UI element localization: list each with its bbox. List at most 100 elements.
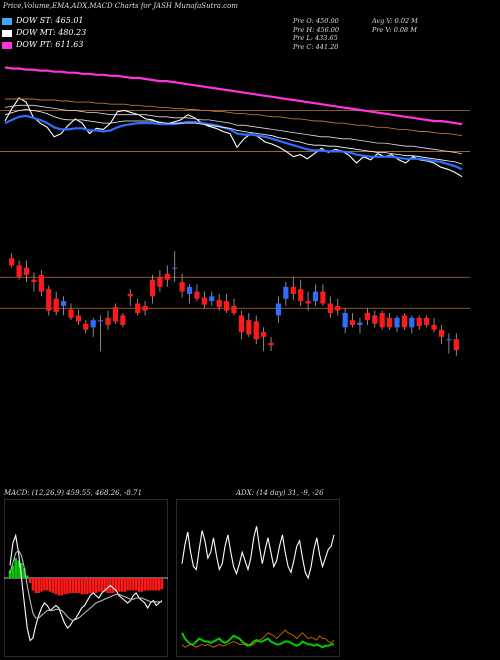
macd-histogram-bar xyxy=(48,578,52,592)
adx-plot xyxy=(181,526,335,649)
macd-histogram-bar xyxy=(143,578,147,591)
macd-histogram-bar xyxy=(97,578,101,592)
main-chart xyxy=(0,66,470,356)
candle-body xyxy=(372,315,378,324)
macd-histogram-bar xyxy=(103,578,106,592)
macd-histogram-bar xyxy=(106,578,109,593)
macd-histogram-bar xyxy=(66,578,69,595)
candle-body xyxy=(268,342,274,346)
stats-block: Pre O: 450.00 Pre H: 456.00 Pre L: 433.6… xyxy=(293,17,339,51)
macd-histogram-bar xyxy=(137,578,141,592)
candle-body xyxy=(416,317,422,327)
candle-body xyxy=(149,279,156,297)
candle-body xyxy=(186,286,193,294)
macd-histogram-bar xyxy=(129,578,132,591)
macd-histogram-bar xyxy=(28,578,32,583)
legend-item-pt: DOW PT: 611.63 xyxy=(2,40,86,52)
candle-body xyxy=(246,320,252,335)
candle-body xyxy=(431,324,437,330)
macd-histogram-bar xyxy=(149,578,152,591)
candle-body xyxy=(46,289,52,311)
macd-histogram-bar xyxy=(94,578,98,593)
stat-close: Pre C: 441.20 xyxy=(293,42,339,51)
adx-panel-frame xyxy=(176,499,340,657)
candle-body xyxy=(261,332,267,337)
candle-body xyxy=(349,320,356,325)
macd-series-macd xyxy=(9,533,163,642)
macd-histogram-bar xyxy=(160,578,164,590)
candle-body xyxy=(409,317,415,328)
macd-histogram-bar xyxy=(91,578,95,593)
ema-series-slow xyxy=(5,98,463,137)
macd-histogram-bar xyxy=(157,578,161,591)
stats-volume: Avg V: 0.02 M Pre V: 0.08 M xyxy=(372,17,418,34)
macd-histogram-bar xyxy=(117,578,121,592)
candle-body xyxy=(453,339,459,350)
candle-body xyxy=(223,301,230,311)
adx-title: ADX: (14 day) 31, -9, -26 xyxy=(236,489,324,497)
candle-body xyxy=(216,299,222,308)
macd-histogram-bar xyxy=(8,570,12,578)
chart-header-title: Price,Volume,EMA,ADX,MACD Charts for JAS… xyxy=(3,2,238,10)
candle-body xyxy=(283,286,289,299)
ema-series-pt xyxy=(4,66,463,126)
macd-histogram-bar xyxy=(20,563,23,578)
candle-body xyxy=(238,315,245,333)
legend-label-st: DOW ST: 465.01 xyxy=(16,16,84,25)
candle-body xyxy=(179,282,185,292)
candle-body xyxy=(135,303,141,314)
ema-series-st xyxy=(4,114,463,171)
macd-histogram-bar xyxy=(63,578,66,595)
candle-body xyxy=(335,305,341,311)
legend-label-pt: DOW PT: 611.63 xyxy=(16,40,84,49)
legend-item-st: DOW ST: 465.01 xyxy=(2,16,86,28)
macd-histogram-bar xyxy=(57,578,61,596)
legend-label-mt: DOW MT: 480.23 xyxy=(16,28,87,37)
macd-histogram-bar xyxy=(31,578,35,591)
macd-histogram-bar xyxy=(154,578,158,591)
ema-panel xyxy=(0,66,470,178)
macd-panel xyxy=(4,499,168,657)
macd-histogram-bar xyxy=(54,578,58,595)
macd-histogram-bar xyxy=(68,578,72,593)
adx-series-adx xyxy=(181,526,335,580)
candle-body xyxy=(201,297,207,305)
ema-series-close xyxy=(4,97,463,178)
macd-histogram-bar xyxy=(17,560,20,578)
candle-body xyxy=(23,267,30,275)
macd-histogram-bar xyxy=(77,578,81,593)
macd-histogram-bar xyxy=(43,578,46,591)
macd-plot xyxy=(4,533,168,642)
macd-histogram-bar xyxy=(46,578,49,591)
macd-histogram-bar xyxy=(100,578,104,592)
candle-body xyxy=(290,286,296,294)
candle-body xyxy=(105,317,111,325)
macd-histogram-bar xyxy=(60,578,63,596)
legend-swatch-pt xyxy=(2,41,12,49)
candle-body xyxy=(90,320,96,328)
candle-body xyxy=(379,313,385,328)
macd-histogram-bar xyxy=(37,578,40,593)
candle-body xyxy=(424,317,430,325)
ema-series-mt xyxy=(4,109,463,165)
macd-histogram-bar xyxy=(126,578,129,591)
macd-series-signal xyxy=(9,549,162,622)
candle-body xyxy=(75,315,81,322)
candle-body xyxy=(253,321,259,340)
candle-body xyxy=(312,291,319,302)
legend-swatch-st xyxy=(2,17,12,25)
macd-histogram-bar xyxy=(111,578,115,593)
candle-body xyxy=(364,313,370,321)
candle-body xyxy=(83,323,89,330)
candle-body xyxy=(401,315,408,328)
macd-histogram-bar xyxy=(74,578,78,593)
candle-body xyxy=(298,289,304,302)
macd-histogram-bar xyxy=(34,578,38,593)
stat-high: Pre H: 456.00 xyxy=(293,25,340,34)
macd-histogram-bar xyxy=(23,568,26,578)
candle-body xyxy=(231,305,237,314)
candle-body xyxy=(112,307,119,322)
candle-body xyxy=(16,265,22,278)
candle-body xyxy=(157,277,163,287)
price-panel xyxy=(0,251,470,356)
